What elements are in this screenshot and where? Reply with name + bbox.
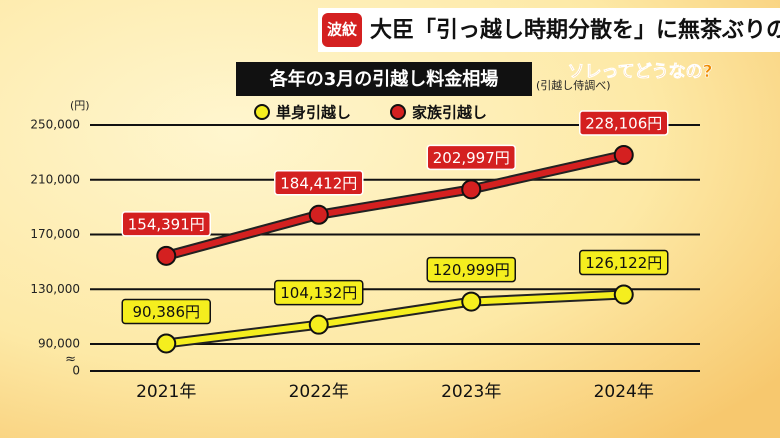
value-label-box <box>274 170 364 196</box>
value-label: 184,412円 <box>280 174 357 192</box>
value-label-box <box>121 211 211 237</box>
value-label: 126,122円 <box>585 254 662 272</box>
value-label-box <box>426 256 516 283</box>
y-tick-label: 0 <box>72 364 80 378</box>
point <box>308 314 329 335</box>
y-tick-label: 130,000 <box>30 282 80 296</box>
value-label: 120,999円 <box>433 261 510 279</box>
x-tick-label: 2022年 <box>289 382 349 402</box>
logo: ソレってどうなの? <box>567 62 712 82</box>
point <box>461 291 482 312</box>
legend-marker <box>390 104 406 120</box>
chart-title: 各年の3月の引越し料金相場 <box>269 68 499 90</box>
value-label-box <box>274 279 364 306</box>
legend-marker <box>254 104 270 120</box>
value-label-box <box>426 144 516 171</box>
value-label: 104,132円 <box>280 284 357 302</box>
value-label-box <box>579 110 669 136</box>
badge-box <box>322 13 362 47</box>
y-tick-label: 210,000 <box>30 172 80 186</box>
legend-label: 家族引越し <box>412 104 487 122</box>
value-label: 228,106円 <box>585 114 662 132</box>
badge: 波紋 <box>327 21 357 39</box>
y-tick-label: 170,000 <box>30 227 80 241</box>
point <box>613 284 634 305</box>
point <box>461 179 482 200</box>
point <box>613 144 634 165</box>
axis-break: ≈ <box>65 352 76 367</box>
value-label-box <box>579 249 669 276</box>
y-axis-label: (円) <box>70 99 90 112</box>
value-label: 202,997円 <box>433 149 510 167</box>
point <box>156 245 177 266</box>
x-tick-label: 2023年 <box>441 382 501 402</box>
series-line <box>165 291 624 347</box>
title-box <box>236 62 532 96</box>
series-line <box>165 152 625 259</box>
headline: 大臣「引っ越し時期分散を」に無茶ぶりの声 <box>370 17 780 43</box>
legend-label: 単身引越し <box>276 104 351 122</box>
value-label: 90,386円 <box>133 303 201 321</box>
x-tick-label: 2024年 <box>594 382 654 402</box>
y-tick-label: 90,000 <box>38 337 80 351</box>
value-label: 154,391円 <box>128 215 205 233</box>
y-tick-label: 250,000 <box>30 118 80 132</box>
source: (引越し侍調べ) <box>536 78 611 92</box>
x-tick-label: 2021年 <box>136 382 196 402</box>
value-label-box <box>121 298 211 325</box>
point <box>156 333 177 354</box>
headline-bar <box>318 8 780 52</box>
point <box>308 204 329 225</box>
